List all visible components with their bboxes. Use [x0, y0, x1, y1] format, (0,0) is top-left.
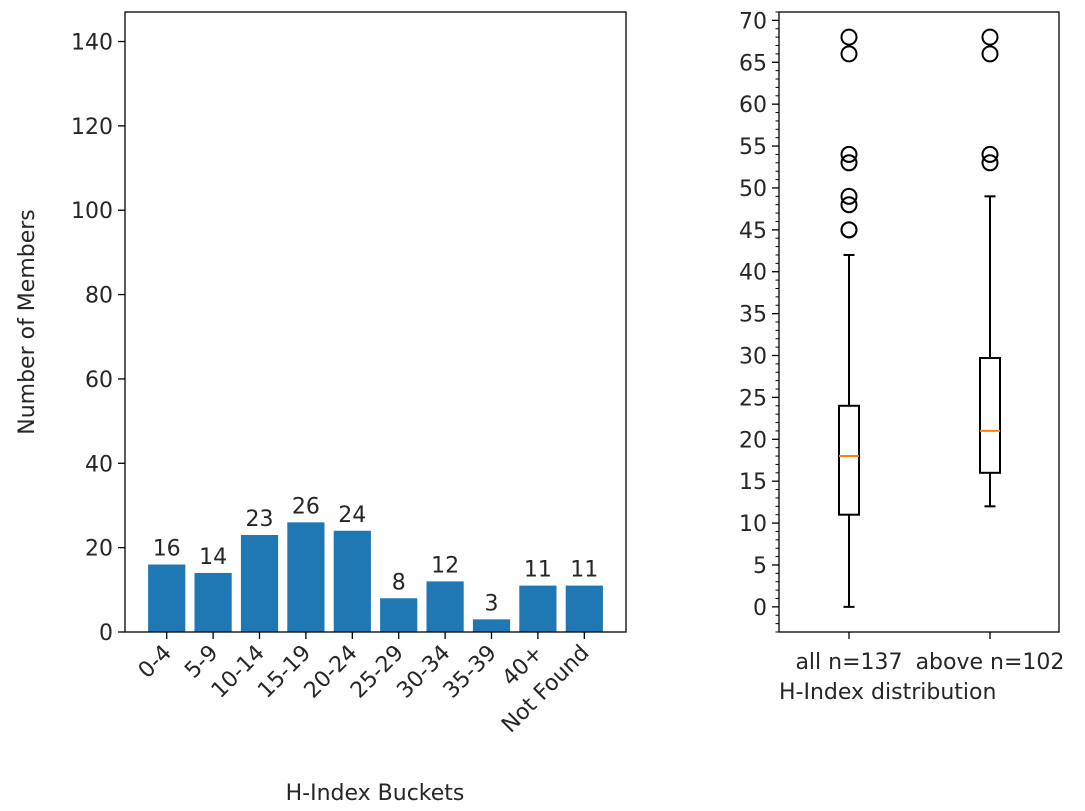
- outlier-point: [981, 28, 999, 46]
- bar-x-tick-label: 0-4: [134, 641, 177, 684]
- outlier-point: [840, 154, 858, 172]
- bar-data-label: 24: [338, 503, 366, 528]
- bar-data-labels: 16 14 23 26 24 8 12 3 11 11: [153, 494, 599, 616]
- outlier-point: [840, 187, 858, 205]
- outlier-point: [840, 45, 858, 63]
- box-x-tick-label: all n=137: [795, 650, 902, 675]
- box-y-axis: 0 5 10 15 20 25 30 35 40 45 50 55 60 65 70: [739, 9, 779, 633]
- bar-y-axis: 0 20 40 60 80 100 120 140: [71, 31, 125, 646]
- box-x-axis: all n=137 above n=102: [795, 632, 1064, 675]
- box-plot-frame: [778, 11, 1060, 633]
- box-y-tick-label: 65: [739, 51, 767, 76]
- outlier-point: [840, 196, 858, 214]
- bar: [240, 534, 279, 632]
- box-y-tick-label: 5: [753, 554, 767, 579]
- box-series: [838, 28, 1001, 608]
- box-plot-item: [838, 28, 860, 608]
- box-iqr: [979, 357, 1001, 474]
- box-y-tick-label: 45: [739, 219, 767, 244]
- bar-x-tick-label: 35-39: [439, 641, 502, 704]
- bar-y-tick-label: 140: [71, 31, 113, 56]
- box-x-axis-title: H-Index distribution: [779, 680, 996, 705]
- bar-data-label: 16: [153, 537, 181, 562]
- outlier-point: [840, 221, 858, 239]
- bar-x-tick-label: Not Found: [497, 641, 594, 738]
- bar: [426, 581, 464, 632]
- bar-x-axis-title: H-Index Buckets: [286, 781, 465, 806]
- box-y-tick-label: 20: [739, 428, 767, 453]
- bar-data-label: 12: [431, 553, 459, 578]
- bar-data-label: 3: [485, 591, 499, 616]
- bar-y-tick-label: 20: [85, 537, 113, 562]
- bar: [194, 572, 232, 632]
- box-y-tick-label: 25: [739, 386, 767, 411]
- box-y-tick-label: 35: [739, 303, 767, 328]
- bar: [380, 598, 418, 632]
- box-y-tick-label: 10: [739, 512, 767, 537]
- box-plot-item: [979, 28, 1001, 508]
- box-iqr: [838, 404, 860, 516]
- bar: [333, 530, 371, 632]
- bar-y-tick-label: 100: [71, 199, 113, 224]
- bar-plot-frame: [124, 11, 627, 633]
- box-y-tick-label: 15: [739, 470, 767, 495]
- bar-x-axis: 0-4 5-910-1415-1920-2425-2930-3435-3940+N…: [134, 632, 595, 738]
- bar-y-tick-label: 60: [85, 368, 113, 393]
- box-y-tick-label: 60: [739, 93, 767, 118]
- box-y-tick-label: 70: [739, 9, 767, 34]
- box-y-tick-label: 50: [739, 177, 767, 202]
- bar-y-tick-label: 0: [99, 621, 113, 646]
- bar-chart: 16 14 23 26 24 8 12 3 11 11 0-4 5-910-1415-1920-24…: [15, 11, 627, 806]
- outlier-point: [981, 154, 999, 172]
- box-chart: 0 5 10 15 20 25 30 35 40 45 50 55 60 65 70 all n=137 ab…: [739, 9, 1064, 705]
- bar-series: [148, 522, 603, 632]
- bar-data-label: 11: [524, 558, 552, 583]
- bar-y-tick-label: 80: [85, 284, 113, 309]
- bar: [472, 619, 511, 632]
- bar-data-label: 11: [570, 558, 598, 583]
- box-x-tick-label: above n=102: [916, 650, 1065, 675]
- bar-data-label: 8: [392, 570, 406, 595]
- box-y-tick-label: 30: [739, 345, 767, 370]
- bar-data-label: 14: [199, 545, 227, 570]
- bar: [519, 585, 557, 632]
- bar: [148, 564, 186, 632]
- outlier-point: [981, 145, 999, 163]
- outlier-point: [981, 45, 999, 63]
- box-y-tick-label: 0: [753, 596, 767, 621]
- box-y-tick-label: 40: [739, 261, 767, 286]
- bar-y-tick-label: 120: [71, 115, 113, 140]
- outlier-point: [840, 28, 858, 46]
- bar: [287, 522, 325, 632]
- box-y-tick-label: 55: [739, 135, 767, 160]
- bar: [565, 585, 603, 632]
- bar-data-label: 23: [246, 507, 274, 532]
- bar-y-tick-label: 40: [85, 452, 113, 477]
- bar-data-label: 26: [292, 494, 320, 519]
- bar-y-axis-title: Number of Members: [15, 209, 40, 435]
- outlier-point: [840, 145, 858, 163]
